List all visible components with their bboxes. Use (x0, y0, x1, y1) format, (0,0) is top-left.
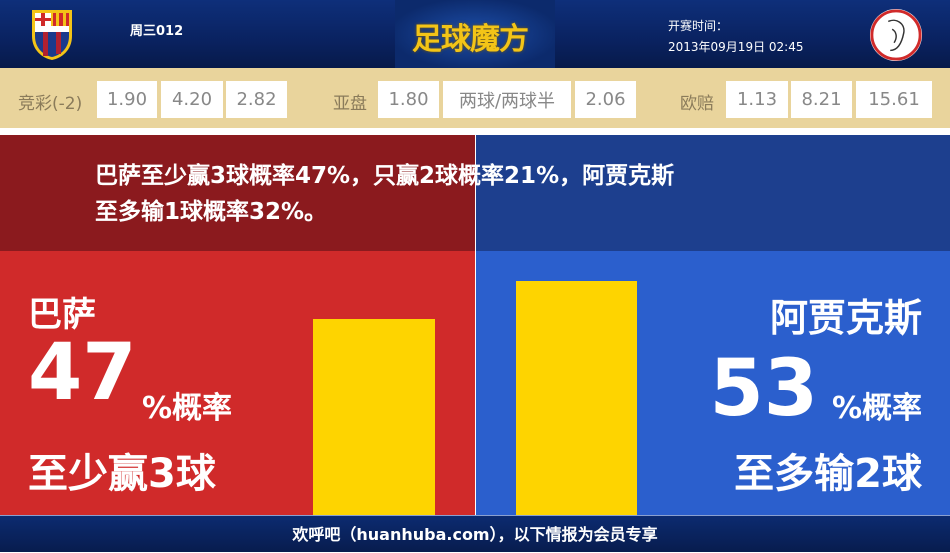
home-outcome: 至少赢3球 (28, 451, 216, 497)
away-outcome: 至多输2球 (734, 451, 922, 497)
yapan-label: 亚盘 (333, 94, 367, 114)
jingcai-odds-win: 1.90 (97, 81, 157, 118)
jingcai-label: 竞彩(-2) (18, 94, 83, 114)
footer-banner: 欢呼吧（huanhuba.com），以下情报为会员专享 (0, 515, 950, 552)
kickoff-label: 开赛时间： (668, 19, 729, 33)
summary-line-1: 巴萨至少赢3球概率47%，只赢2球概率21%，阿贾克斯 (95, 163, 675, 189)
home-percent: 47 (28, 328, 137, 418)
home-percent-suffix: %概率 (142, 391, 233, 426)
app-logo: 足球魔方 (412, 22, 529, 57)
away-team-name: 阿贾克斯 (769, 296, 922, 340)
summary-right-bg (476, 135, 950, 251)
home-panel: 巴萨 47 %概率 至少赢3球 (0, 251, 475, 515)
away-percent-suffix: %概率 (831, 391, 922, 426)
ouzhou-odds-win: 1.13 (726, 81, 788, 118)
yapan-handicap: 两球/两球半 (443, 81, 571, 118)
summary-left-bg (0, 135, 475, 251)
home-probability-bar (313, 319, 435, 515)
summary-line-2: 至多输1球概率32%。 (95, 199, 328, 225)
away-panel: 阿贾克斯 53 %概率 至多输2球 (476, 251, 950, 515)
divider (0, 128, 950, 135)
kickoff-time: 2013年09月19日 02:45 (668, 40, 804, 54)
jingcai-odds-loss: 2.82 (226, 81, 287, 118)
logo-panel (395, 0, 555, 68)
match-number: 周三012 (130, 24, 184, 39)
yapan-odds-away: 2.06 (575, 81, 636, 118)
away-probability-bar (516, 281, 637, 515)
home-team-name: 巴萨 (28, 295, 96, 335)
ouzhou-label: 欧赔 (680, 94, 714, 114)
ouzhou-odds-draw: 8.21 (791, 81, 852, 118)
jingcai-odds-draw: 4.20 (161, 81, 223, 118)
away-percent: 53 (709, 344, 818, 434)
ajax-crest-icon (869, 8, 923, 62)
fc-barcelona-crest-icon (32, 10, 72, 60)
yapan-odds-home: 1.80 (378, 81, 439, 118)
summary-text: 巴萨至少赢3球概率47%，只赢2球概率21%，阿贾克斯 至多输1球概率32%。 (95, 158, 855, 230)
odds-bar: 竞彩(-2) 1.90 4.20 2.82 亚盘 1.80 两球/两球半 2.0… (0, 68, 950, 128)
header: 足球魔方 周三012 开赛时间： 2013年09月19日 02:45 (0, 0, 950, 68)
ouzhou-odds-loss: 15.61 (856, 81, 932, 118)
